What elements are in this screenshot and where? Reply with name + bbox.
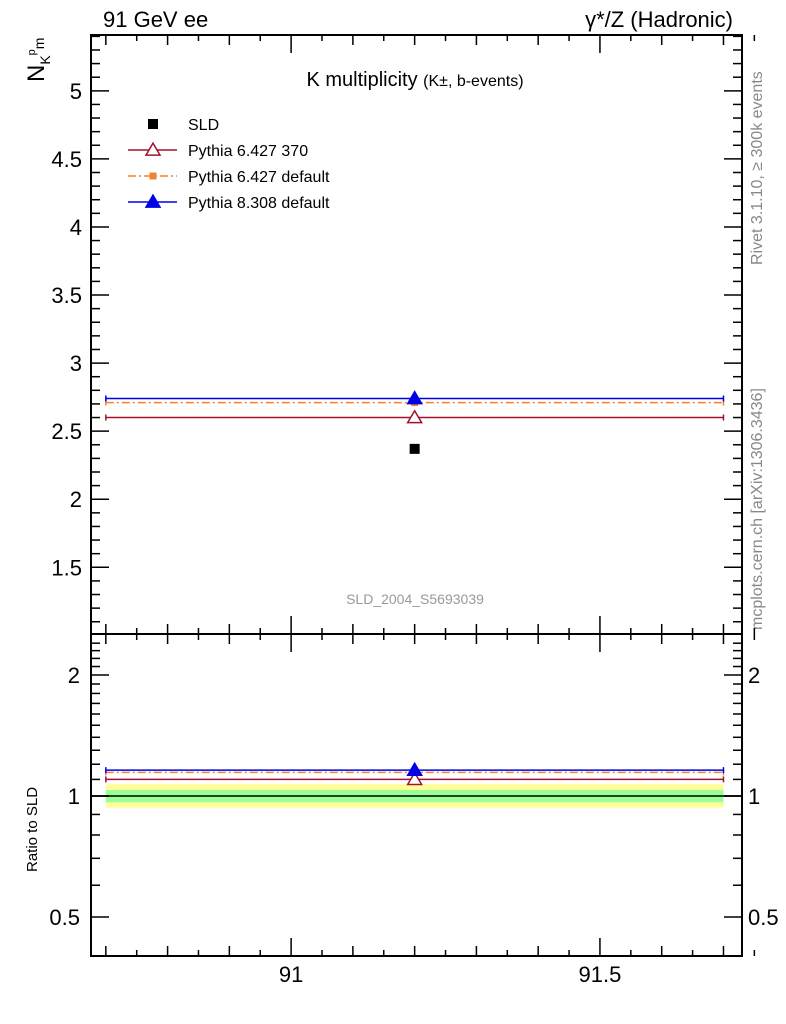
legend-marker-1: [144, 141, 162, 156]
x-tick-label: 91: [279, 962, 303, 987]
rivet-label: Rivet 3.1.10, ≥ 300k events: [749, 71, 766, 265]
ratio-y-label: Ratio to SLD: [24, 787, 41, 872]
ylabel-sub2: m: [31, 38, 47, 50]
data-point-3: [406, 390, 423, 405]
legend-label-1: Pythia 6.427 370: [188, 143, 308, 160]
legend-label-3: Pythia 8.308 default: [188, 195, 330, 212]
legend-marker-2: [149, 172, 157, 180]
header-right: γ*/Z (Hadronic): [585, 7, 733, 32]
main-panel: 1.5 2 2.5 3 3.5 4 4.5 5: [51, 34, 756, 635]
y-tick-label: 2: [70, 487, 82, 512]
y-tick-label: 2.5: [51, 419, 82, 444]
x-tick-label: 91.5: [579, 962, 622, 987]
ratio-y-tick-label-right: 0.5: [748, 905, 779, 930]
ratio-point-0: [406, 771, 423, 786]
ratio-panel: 0.5 0.5 1 1 2 2 91 91.5: [49, 633, 779, 987]
legend-label-2: Pythia 6.427 default: [188, 169, 330, 186]
title-small: (K±, b-events): [423, 73, 523, 90]
y-tick-label: 4.5: [51, 147, 82, 172]
watermark: SLD_2004_S5693039: [346, 591, 484, 607]
legend-marker-0: [148, 119, 158, 129]
y-tick-label: 3: [70, 351, 82, 376]
ylabel-sub: K: [37, 55, 53, 65]
legend: SLD Pythia 6.427 370 Pythia 6.427 default P…: [128, 117, 330, 212]
data-point-1: [406, 409, 423, 424]
ylabel-sup: p: [26, 49, 38, 55]
svg-text:NKpm: NKpm: [23, 38, 53, 82]
ratio-frame: [90, 633, 743, 957]
ratio-y-tick-label: 0.5: [49, 905, 80, 930]
y-axis-label: NKpm: [23, 38, 53, 82]
main-title: K multiplicity (K±, b-events): [306, 69, 523, 91]
ratio-y-tick-label-right: 1: [748, 784, 760, 809]
y-tick-label: 5: [70, 79, 82, 104]
legend-marker-3: [144, 193, 162, 208]
svg-text:K multiplicity (K±, b-ev: K multiplicity (K±, b-events): [306, 69, 523, 91]
data-point-0: [409, 443, 420, 454]
y-tick-label: 3.5: [51, 283, 82, 308]
ylabel-main: N: [23, 65, 50, 82]
ratio-y-tick-label: 1: [68, 784, 80, 809]
ratio-y-tick-label-right: 2: [748, 663, 760, 688]
mcplots-label: mcplots.cern.ch [arXiv:1306.3436]: [749, 388, 766, 630]
ratio-y-tick-label: 2: [68, 663, 80, 688]
ratio-point-2: [406, 761, 423, 777]
header-left: 91 GeV ee: [103, 7, 208, 32]
y-tick-label: 1.5: [51, 555, 82, 580]
legend-label-0: SLD: [188, 117, 219, 134]
y-tick-label: 4: [70, 215, 82, 240]
title-main: K multiplicity: [306, 69, 417, 91]
